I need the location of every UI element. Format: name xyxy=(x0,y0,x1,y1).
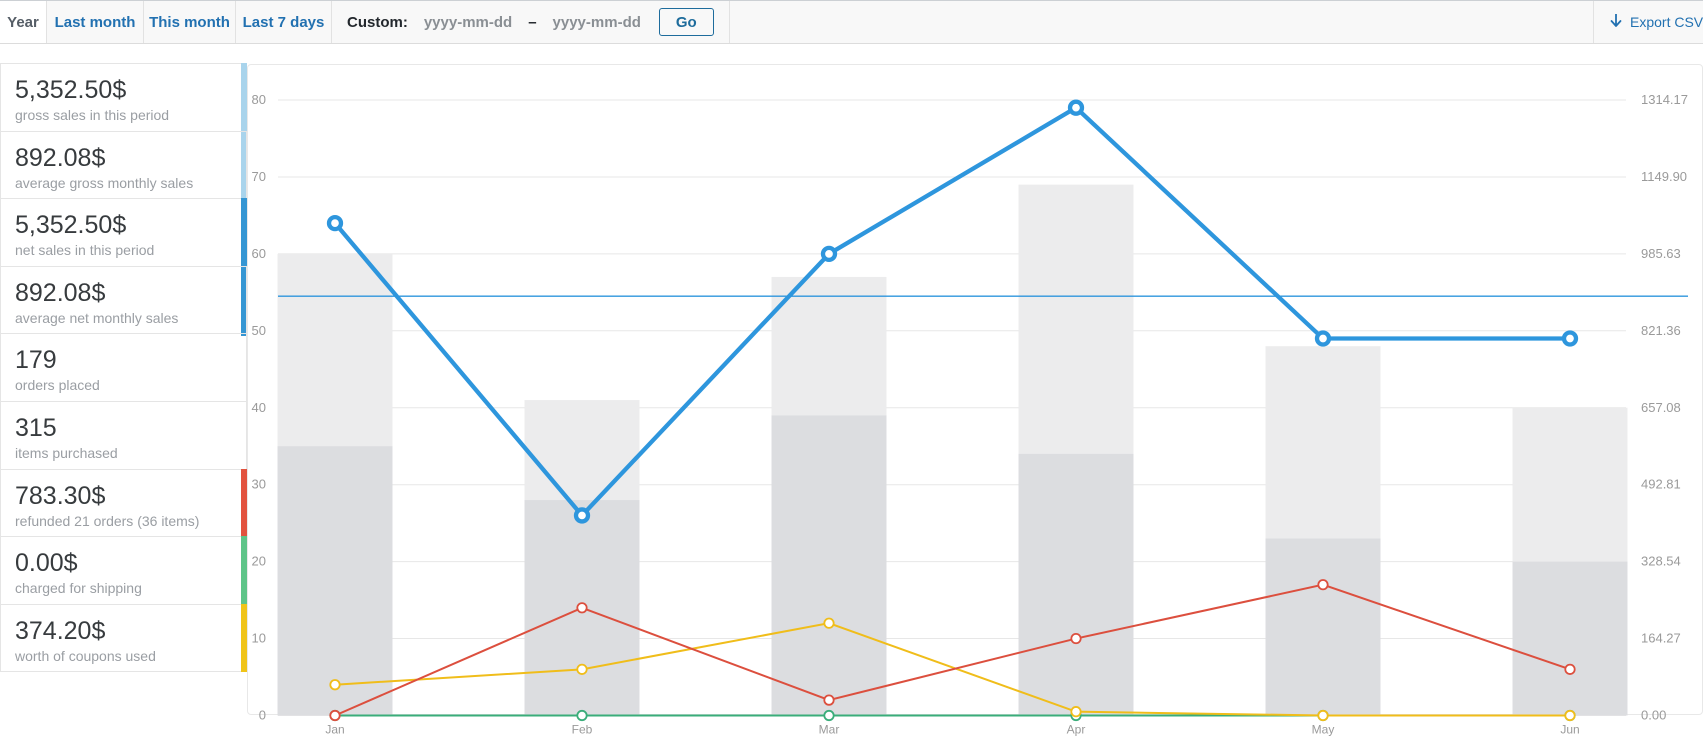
svg-text:Jun: Jun xyxy=(1560,723,1579,737)
svg-text:164.27: 164.27 xyxy=(1641,631,1681,646)
svg-text:20: 20 xyxy=(252,554,266,569)
svg-text:70: 70 xyxy=(252,169,266,184)
svg-text:492.81: 492.81 xyxy=(1641,477,1681,492)
svg-text:30: 30 xyxy=(252,477,266,492)
svg-text:10: 10 xyxy=(252,631,266,646)
svg-text:Jan: Jan xyxy=(325,723,344,737)
svg-text:May: May xyxy=(1312,723,1335,737)
svg-text:821.36: 821.36 xyxy=(1641,323,1681,338)
svg-text:80: 80 xyxy=(252,92,266,107)
svg-text:0.00: 0.00 xyxy=(1641,708,1666,723)
svg-text:Feb: Feb xyxy=(572,723,593,737)
svg-text:50: 50 xyxy=(252,323,266,338)
svg-text:60: 60 xyxy=(252,246,266,261)
svg-text:Mar: Mar xyxy=(819,723,840,737)
svg-text:657.08: 657.08 xyxy=(1641,400,1681,415)
svg-text:328.54: 328.54 xyxy=(1641,554,1681,569)
svg-text:985.63: 985.63 xyxy=(1641,246,1681,261)
svg-text:1314.17: 1314.17 xyxy=(1641,92,1688,107)
svg-text:1149.90: 1149.90 xyxy=(1641,169,1687,184)
svg-text:Apr: Apr xyxy=(1067,723,1086,737)
svg-text:40: 40 xyxy=(252,400,266,415)
svg-text:0: 0 xyxy=(259,708,266,723)
